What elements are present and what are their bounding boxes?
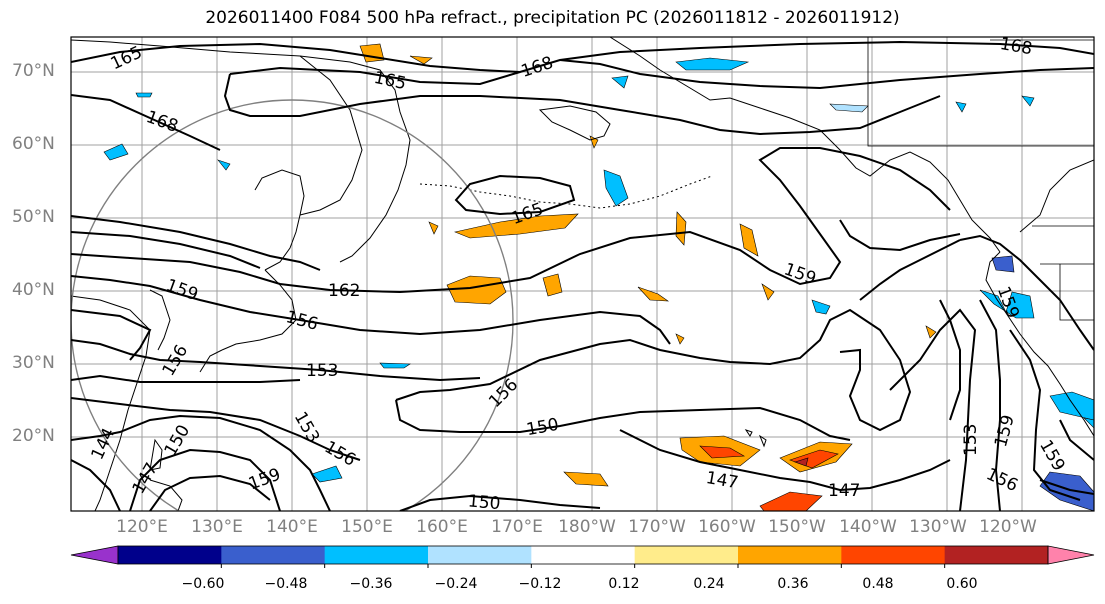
lat-label: 70°N	[12, 61, 55, 81]
lat-label: 60°N	[12, 134, 55, 154]
lon-label: 160°W	[698, 517, 756, 537]
colorbar-tick-label: −0.12	[518, 576, 562, 592]
contour-label: 165	[108, 42, 146, 74]
contour-label: 153	[961, 424, 981, 456]
precip-negative	[103, 57, 1094, 511]
contour-label: 159	[991, 413, 1019, 450]
contour-label: 156	[983, 464, 1021, 496]
precip-positive	[359, 43, 937, 511]
map-title: 2026011400 F084 500 hPa refract., precip…	[205, 8, 900, 28]
colorbar-segment	[221, 546, 326, 564]
contour-label: 159	[1035, 437, 1069, 475]
colorbar-extend-high	[1047, 545, 1095, 565]
contour-label: 168	[998, 34, 1033, 59]
contour-label: 159	[781, 259, 818, 289]
coastlines	[71, 37, 1094, 511]
lon-label: 150°E	[341, 517, 393, 537]
lon-label: 120°E	[116, 517, 168, 537]
colorbar-tick-label: 0.60	[946, 576, 978, 592]
contour-label: 168	[519, 53, 556, 82]
colorbar-tick-label: 0.12	[608, 576, 640, 592]
lat-label: 50°N	[12, 207, 55, 227]
colorbar-tick-label: 0.48	[862, 576, 894, 592]
contour-label: 147	[129, 460, 163, 498]
contour-label: 150	[161, 422, 195, 460]
contour-labels: 165 168 165 168 168 165 159 162 156 156 …	[88, 34, 1069, 514]
lon-label: 130°W	[909, 517, 967, 537]
colorbar-tick-label: −0.60	[181, 576, 225, 592]
lon-label: 150°W	[768, 517, 826, 537]
lon-label: 130°E	[191, 517, 243, 537]
colorbar-segment	[738, 546, 842, 564]
contour-label: 159	[993, 284, 1023, 321]
contour-label: 150	[525, 415, 560, 440]
contour-label: 156	[284, 307, 321, 335]
graticule	[71, 37, 1094, 511]
contour-label: 147	[828, 481, 860, 501]
contour-label: 156	[321, 437, 359, 471]
colorbar-tick-label: 0.36	[777, 576, 809, 592]
contour-label: 153	[306, 361, 338, 381]
colorbar	[70, 545, 1095, 568]
lat-label: 20°N	[12, 426, 55, 446]
colorbar-segment	[324, 546, 429, 564]
colorbar-segment	[634, 546, 739, 564]
contour-label: 162	[328, 281, 360, 301]
contour-label: 153	[290, 408, 324, 446]
colorbar-tick-label: 0.24	[693, 576, 725, 592]
colorbar-tick-label: −0.48	[264, 576, 308, 592]
range-circle	[71, 99, 514, 511]
colorbar-extend-low	[70, 545, 119, 565]
colorbar-segment	[841, 546, 946, 564]
colorbar-segment	[944, 546, 1049, 564]
colorbar-tick-label: −0.36	[349, 576, 393, 592]
contour-label: 147	[704, 468, 739, 493]
lon-label: 180°W	[558, 517, 616, 537]
colorbar-segment	[118, 546, 222, 564]
lat-label: 40°N	[12, 280, 55, 300]
colorbar-segment	[531, 546, 636, 564]
contour-label: 150	[467, 491, 501, 514]
contour-label: 159	[246, 465, 283, 495]
colorbar-segment	[428, 546, 532, 564]
contour-label: 168	[143, 107, 180, 137]
lon-label: 140°W	[839, 517, 897, 537]
refractivity-contours	[71, 40, 1094, 511]
colorbar-frame	[117, 545, 1049, 565]
lon-label: 170°E	[491, 517, 543, 537]
lon-label: 140°E	[266, 517, 318, 537]
lon-label: 160°E	[416, 517, 468, 537]
colorbar-tick-label: −0.24	[434, 576, 478, 592]
map-frame	[70, 36, 1095, 512]
lon-label: 170°W	[628, 517, 686, 537]
lat-label: 30°N	[12, 353, 55, 373]
contour-label: 159	[163, 275, 200, 305]
lon-label: 120°W	[979, 517, 1037, 537]
